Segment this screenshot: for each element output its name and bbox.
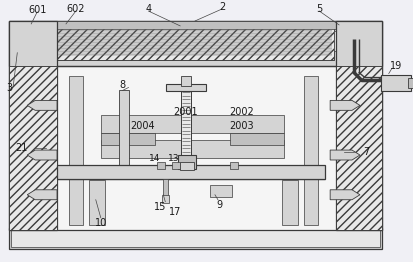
Bar bbox=[9, 66, 57, 230]
Bar bbox=[100, 133, 155, 145]
FancyArrow shape bbox=[27, 100, 57, 110]
Text: 15: 15 bbox=[154, 202, 166, 212]
Bar bbox=[89, 180, 104, 225]
Text: 2001: 2001 bbox=[172, 107, 197, 117]
Text: 602: 602 bbox=[66, 4, 85, 14]
Text: 601: 601 bbox=[28, 5, 46, 15]
Bar bbox=[335, 21, 381, 230]
Bar bbox=[229, 162, 237, 169]
Text: 3: 3 bbox=[6, 84, 12, 94]
Bar bbox=[9, 21, 381, 29]
Bar bbox=[85, 69, 304, 222]
Bar bbox=[27, 31, 55, 51]
Bar bbox=[56, 28, 333, 60]
Text: 5: 5 bbox=[316, 4, 322, 14]
Bar bbox=[181, 90, 191, 165]
Bar bbox=[56, 28, 333, 60]
Bar bbox=[335, 66, 381, 230]
Text: 14: 14 bbox=[148, 154, 160, 162]
Text: 2003: 2003 bbox=[229, 121, 254, 131]
Bar bbox=[172, 162, 180, 169]
Bar bbox=[69, 75, 83, 225]
Bar bbox=[181, 75, 191, 85]
Text: 21: 21 bbox=[15, 143, 27, 153]
FancyArrow shape bbox=[329, 190, 359, 200]
Bar bbox=[180, 162, 194, 170]
Text: 8: 8 bbox=[119, 79, 125, 90]
Bar bbox=[178, 155, 196, 169]
Bar bbox=[9, 21, 57, 230]
Bar bbox=[407, 78, 413, 89]
Text: 2002: 2002 bbox=[229, 107, 254, 117]
Text: 19: 19 bbox=[389, 61, 401, 71]
Bar bbox=[57, 165, 324, 179]
Bar bbox=[162, 195, 169, 203]
Bar bbox=[9, 66, 57, 230]
Bar bbox=[229, 133, 284, 145]
Text: 13: 13 bbox=[167, 154, 178, 162]
Text: 2: 2 bbox=[218, 2, 225, 12]
Text: 4: 4 bbox=[145, 4, 151, 14]
Bar bbox=[9, 21, 381, 230]
Text: 2004: 2004 bbox=[130, 121, 154, 131]
Bar bbox=[163, 179, 168, 197]
Bar bbox=[9, 29, 27, 53]
Bar bbox=[380, 75, 410, 91]
Text: 10: 10 bbox=[94, 217, 107, 228]
FancyArrow shape bbox=[329, 100, 359, 110]
FancyArrow shape bbox=[27, 190, 57, 200]
FancyArrow shape bbox=[27, 150, 57, 160]
Bar bbox=[11, 230, 379, 247]
Text: 7: 7 bbox=[362, 147, 368, 157]
Text: 17: 17 bbox=[169, 207, 181, 217]
Bar bbox=[166, 84, 206, 91]
Bar bbox=[118, 90, 128, 165]
Bar bbox=[355, 29, 373, 53]
Bar bbox=[282, 180, 298, 225]
FancyArrow shape bbox=[329, 150, 359, 160]
Bar bbox=[333, 31, 355, 51]
Bar bbox=[9, 21, 381, 66]
Bar bbox=[304, 75, 318, 225]
Bar bbox=[100, 140, 284, 158]
Bar bbox=[157, 162, 165, 169]
Bar bbox=[58, 30, 331, 58]
Bar bbox=[209, 185, 231, 197]
Text: 9: 9 bbox=[216, 200, 223, 210]
Bar bbox=[100, 115, 284, 133]
Bar bbox=[335, 66, 381, 230]
Bar bbox=[9, 227, 381, 249]
